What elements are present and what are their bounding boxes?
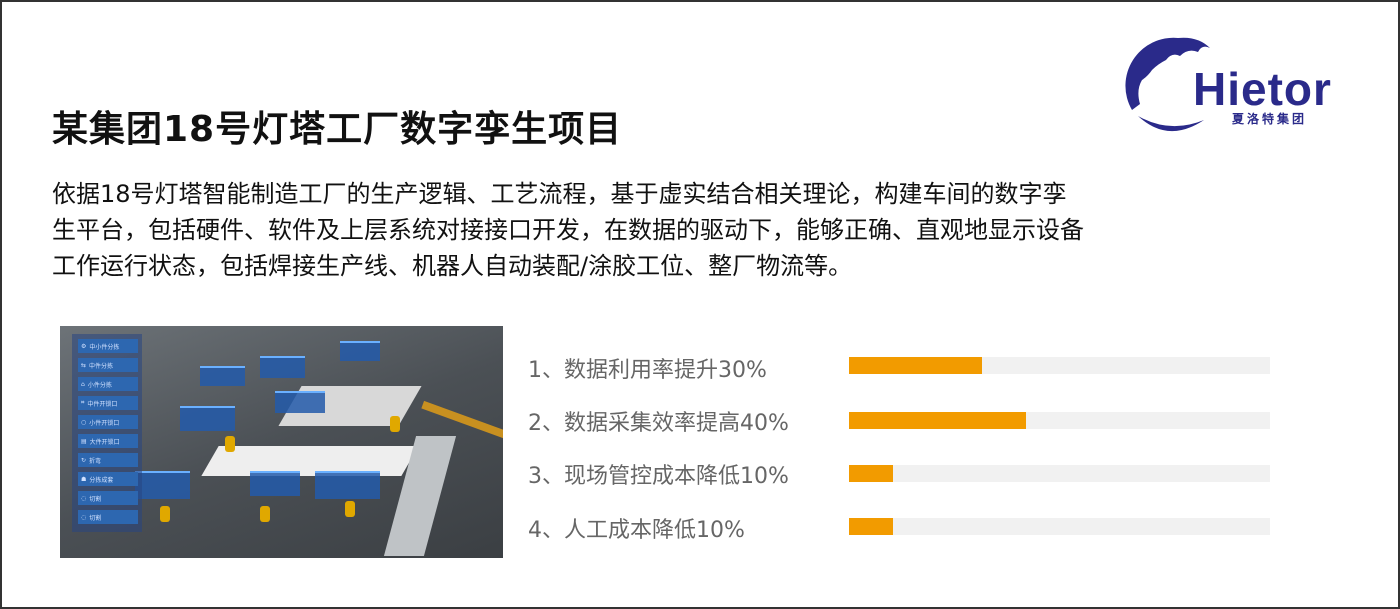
scene-menu-item[interactable]: ◌ 切割 [78,510,138,524]
scene-menu-item[interactable]: ◌ 切割 [78,491,138,505]
page-title: 某集团18号灯塔工厂数字孪生项目 [52,109,623,150]
metric-progress-fill [849,518,894,535]
metric-progress-fill [849,465,894,482]
scene-menu: ⚙ 中小件分拣 ⇆ 中件分拣 ⌂ 小件分拣 ⌗ 中件开锁口 ○ 小件开锁口 ▤ 大件开锁口 … [72,334,142,532]
scene-menu-item[interactable]: ⌗ 中件开锁口 [78,396,138,410]
factory-digital-twin-image: ⚙ 中小件分拣 ⇆ 中件分拣 ⌂ 小件分拣 ⌗ 中件开锁口 ○ 小件开锁口 ▤ 大件开锁口 … [60,326,503,558]
description-line: 生平台，包括硬件、软件及上层系统对接接口开发，在数据的驱动下，能够正确、直观地显… [52,216,1084,244]
scene-menu-item[interactable]: ↻ 折弯 [78,453,138,467]
scene-menu-item[interactable]: ⌂ 小件分拣 [78,377,138,391]
metric-progress-fill [849,357,982,374]
metric-progress-fill [849,412,1026,429]
description: 依据18号灯塔智能制造工厂的生产逻辑、工艺流程，基于虚实结合相关理论，构建车间的… [52,176,1252,284]
metric-progress-track [849,412,1270,429]
scene-menu-item[interactable]: ⚙ 中小件分拣 [78,339,138,353]
logo-wordmark: Hietor [1193,63,1332,115]
scene-menu-item[interactable]: ⇆ 中件分拣 [78,358,138,372]
scene-menu-item[interactable]: ▤ 大件开锁口 [78,434,138,448]
metric-progress-track [849,357,1270,374]
scene-menu-item[interactable]: ○ 小件开锁口 [78,415,138,429]
metric-label: 3、现场管控成本降低10% [528,464,789,489]
description-line: 依据18号灯塔智能制造工厂的生产逻辑、工艺流程，基于虚实结合相关理论，构建车间的… [52,180,1067,208]
metric-label: 1、数据利用率提升30% [528,358,767,383]
metric-progress-track [849,518,1270,535]
globe-logo-icon [1125,37,1210,132]
metric-label: 2、数据采集效率提高40% [528,411,789,436]
hietor-logo: Hietor 夏洛特集团 [1118,30,1358,142]
metric-label: 4、人工成本降低10% [528,518,745,543]
metric-progress-track [849,465,1270,482]
logo-subtitle: 夏洛特集团 [1232,112,1308,126]
description-line: 工作运行状态，包括焊接生产线、机器人自动装配/涂胶工位、整厂物流等。 [52,252,853,280]
scene-menu-item[interactable]: ☗ 分拣成套 [78,472,138,486]
